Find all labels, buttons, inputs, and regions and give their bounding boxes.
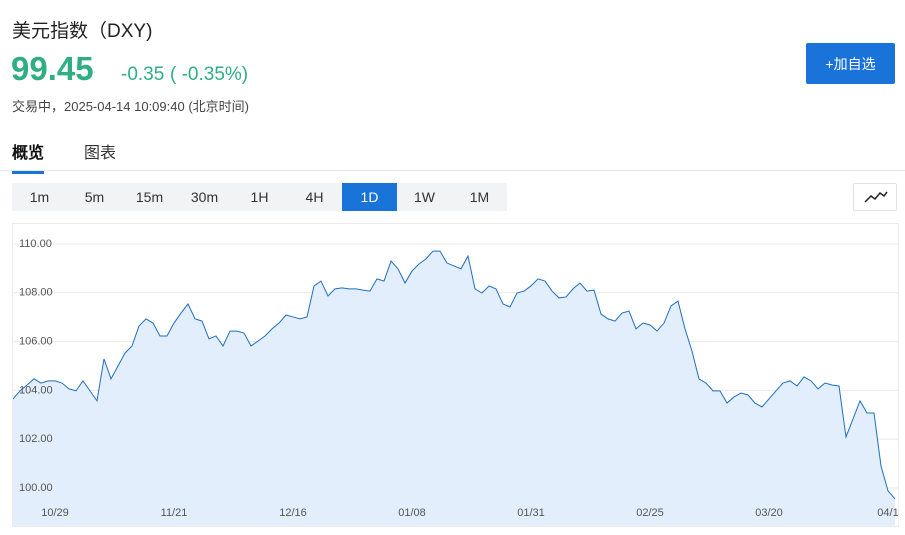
tab[interactable]: 概览	[12, 139, 45, 174]
y-tick-label: 108.00	[19, 287, 53, 299]
price: 99.45	[11, 50, 94, 87]
x-tick-label: 10/29	[41, 507, 69, 519]
x-tick-label: 12/16	[279, 507, 307, 519]
y-tick-label: 106.00	[19, 335, 53, 347]
x-tick-label: 02/25	[636, 507, 664, 519]
chart: 100.00 102.00 104.00 106.00 108.00 110.00 10/2…	[12, 223, 899, 527]
change: -0.35	[121, 64, 165, 85]
period-bar: 1m 5m 15m 30m 1H 4H 1D 1W 1M	[12, 183, 507, 211]
add-watchlist-button[interactable]: +加自选	[806, 43, 895, 84]
x-tick-label: 01/31	[517, 507, 545, 519]
x-tick-label: 01/08	[398, 507, 426, 519]
title: 美元指数（DXY)	[12, 21, 153, 42]
period-button[interactable]: 5m	[84, 189, 105, 205]
y-tick-label: 102.00	[19, 433, 53, 445]
divider	[0, 170, 905, 171]
period-button[interactable]: 30m	[190, 189, 219, 205]
period-button[interactable]: 1D	[342, 183, 397, 211]
period-button[interactable]: 1m	[29, 189, 50, 205]
period-button[interactable]: 4H	[305, 189, 324, 205]
icon	[864, 191, 888, 203]
y-tick-label: 110.00	[19, 238, 52, 250]
change-pct: ( -0.35%)	[170, 64, 249, 85]
period-button[interactable]: 1W	[414, 189, 435, 205]
x-tick-label: 11/21	[161, 507, 188, 519]
x-tick-label: 04/1	[877, 507, 898, 519]
period-button[interactable]: 1H	[250, 189, 269, 205]
period-button[interactable]: 15m	[135, 189, 164, 205]
status: 交易中，2025-04-14 10:09:40 (北京时间)	[12, 99, 249, 114]
line	[13, 250, 896, 500]
y-tick-label: 100.00	[19, 482, 53, 494]
chart-style-button[interactable]	[853, 183, 897, 211]
x-tick-label: 03/20	[755, 507, 783, 519]
period-button[interactable]: 1M	[469, 189, 490, 205]
tab[interactable]: 图表	[84, 145, 117, 162]
area	[13, 251, 895, 526]
y-tick-label: 104.00	[19, 384, 53, 396]
